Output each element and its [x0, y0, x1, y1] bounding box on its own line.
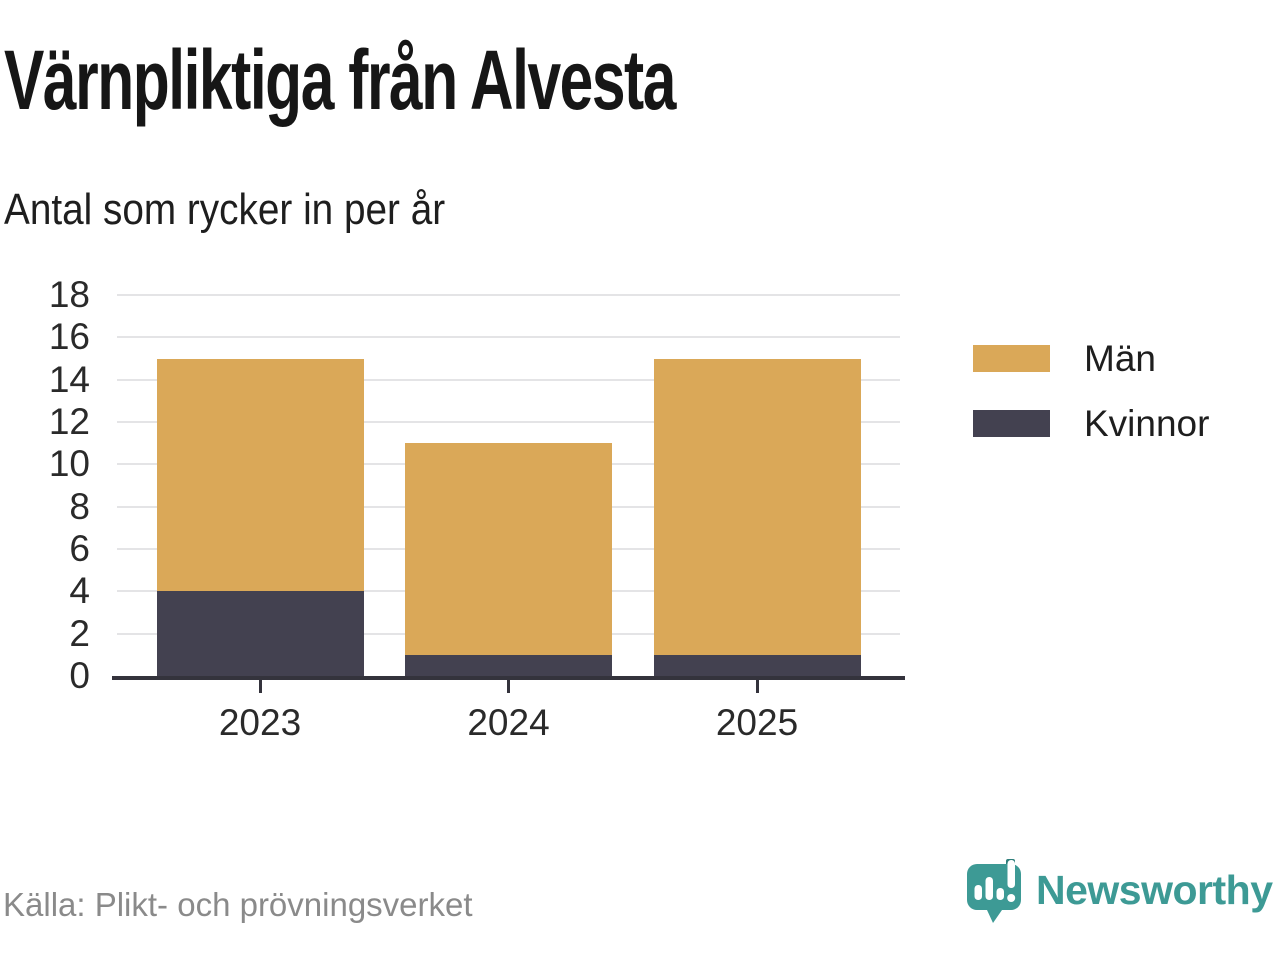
gridline-16	[117, 336, 900, 339]
x-axis-label-2023: 2023	[218, 702, 302, 743]
newsworthy-icon	[967, 859, 1021, 923]
y-axis-label-10: 10	[48, 443, 90, 485]
x-axis-line	[112, 676, 905, 680]
bar-segment-kvinnor-2024	[405, 654, 612, 676]
legend: Män Kvinnor	[973, 340, 1209, 470]
y-axis-label-14: 14	[48, 358, 90, 400]
y-axis-label-4: 4	[69, 570, 90, 612]
newsworthy-wordmark: Newsworthy	[1036, 867, 1273, 913]
y-axis-label-12: 12	[48, 401, 90, 442]
source-note: Källa: Plikt- och prövningsverket	[3, 886, 473, 923]
bar-segment-män-2025	[653, 358, 861, 655]
gridline-12	[117, 421, 900, 423]
x-axis-tick-2023	[258, 680, 262, 693]
bar-segment-män-2024	[405, 443, 612, 655]
y-axis-label-16: 16	[48, 316, 90, 358]
y-axis-label-6: 6	[69, 528, 90, 569]
x-axis-tick-2024	[507, 680, 510, 693]
y-axis-label-18: 18	[48, 274, 90, 315]
x-axis-tick-2025	[755, 680, 759, 693]
legend-item-man: Män	[973, 340, 1209, 377]
gridline-18	[117, 294, 900, 296]
chart-subtitle: Antal som rycker in per år	[4, 185, 446, 234]
legend-label-man: Män	[1084, 338, 1156, 379]
y-axis-label-2: 2	[69, 612, 90, 654]
legend-swatch-man	[973, 345, 1050, 372]
bar-segment-kvinnor-2023	[156, 591, 364, 676]
bar-segment-kvinnor-2025	[653, 654, 861, 676]
x-axis-label-2025: 2025	[715, 702, 799, 743]
gridline-14	[117, 378, 900, 381]
y-axis-label-8: 8	[69, 485, 90, 527]
bar-segment-män-2023	[156, 358, 364, 592]
plot-area	[112, 294, 905, 693]
x-axis-label-2024: 2024	[467, 702, 550, 743]
page-title: Värnpliktiga från Alvesta	[4, 33, 676, 127]
legend-swatch-kvinnor	[973, 410, 1050, 437]
legend-item-kvinnor: Kvinnor	[973, 405, 1209, 442]
newsworthy-logo: Newsworthy	[964, 858, 1273, 926]
legend-label-kvinnor: Kvinnor	[1084, 403, 1210, 444]
y-axis-label-0: 0	[69, 655, 90, 696]
